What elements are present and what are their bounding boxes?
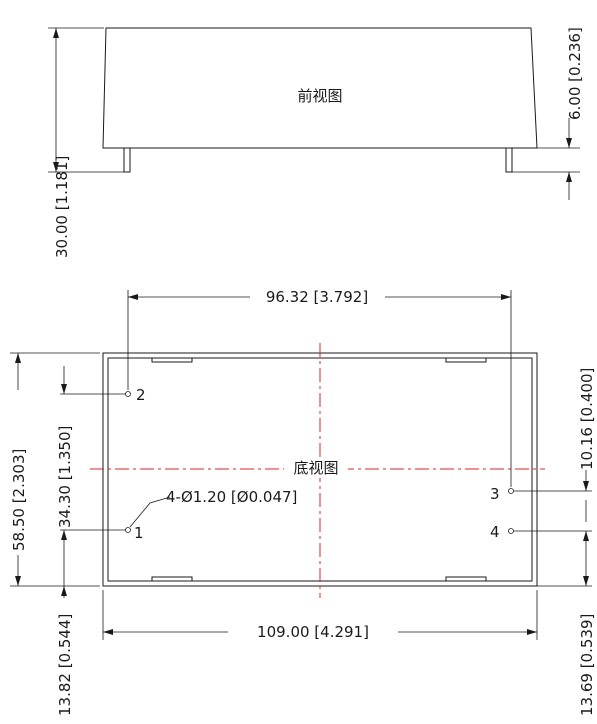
notch-bottom-left (151, 576, 193, 581)
pin-hole-leader (129, 496, 171, 528)
pin-3-label: 3 (490, 485, 500, 503)
front-pin-right (505, 147, 513, 173)
arrow-depth-top (15, 353, 21, 363)
dim-pin2-pin1: 34.30 [1.350] (56, 426, 74, 528)
arrow-span-right (501, 294, 511, 300)
notch-bottom-right (445, 576, 487, 581)
arrow-span-left (128, 294, 138, 300)
arrow-pin1 (61, 530, 67, 540)
dim-height-total: 30.00 [1.181] (53, 156, 71, 258)
arrow-pin4 (583, 531, 589, 541)
bottom-view: 底视图 2 1 3 4 4-Ø1.20 [Ø0.047] 96.32 [3.79… (8, 288, 596, 716)
pin-4-hole (508, 528, 514, 534)
arrow-pin3 (583, 481, 589, 491)
arrow-pin-up (566, 172, 572, 182)
title-backdrop (284, 458, 348, 478)
dim-pin3-pin4: 10.16 [0.400] (578, 368, 596, 470)
notch-top-right (445, 358, 487, 363)
arrow-depth-bottom (15, 576, 21, 586)
arrow-pin4-edge (583, 576, 589, 586)
dim-pin-span: 96.32 [3.792] (266, 288, 368, 306)
dim-pin1-edge: 13.82 [0.544] (56, 614, 74, 716)
front-view: 前视图 30.00 [1.181] 6.00 [0.236] (48, 27, 584, 258)
pin-2-label: 2 (136, 386, 146, 404)
arrow-pin1-edge (61, 586, 67, 596)
dim-width-total: 109.00 [4.291] (257, 623, 369, 641)
arrow-pin2 (61, 384, 67, 394)
front-view-title: 前视图 (297, 87, 342, 105)
dim-height-offset: 6.00 [0.236] (566, 27, 584, 120)
depth-label-backdrop (8, 390, 28, 555)
pin-3-hole (508, 488, 514, 494)
bottom-view-title: 底视图 (293, 459, 338, 477)
pin-2-hole (125, 391, 131, 397)
notch-top-left (151, 358, 193, 363)
dim-pin-hole: 4-Ø1.20 [Ø0.047] (166, 488, 297, 506)
arrow-width-right (527, 629, 537, 635)
arrow-down (53, 162, 59, 172)
front-pin-left (123, 147, 131, 173)
dim-depth-total: 58.50 [2.303] (10, 449, 28, 551)
arrow-pin-down (566, 138, 572, 148)
pin-1-hole (125, 527, 131, 533)
arrow-width-left (103, 629, 113, 635)
pin-4-label: 4 (490, 523, 500, 541)
arrow-up (53, 28, 59, 38)
dim-pin4-edge: 13.69 [0.539] (578, 614, 596, 716)
pin-1-label: 1 (134, 524, 144, 542)
